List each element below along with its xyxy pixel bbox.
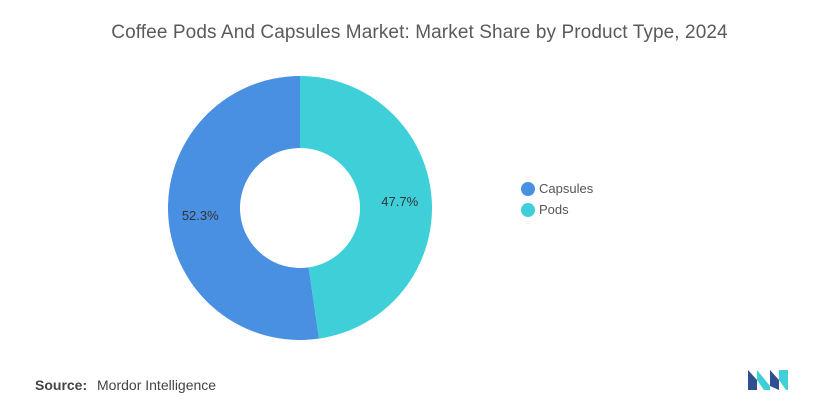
legend-swatch-pods: [521, 202, 535, 217]
legend-item-pods[interactable]: Pods: [521, 199, 593, 220]
slice-pods[interactable]: [300, 76, 433, 339]
source-label: Source:: [35, 377, 88, 393]
source-value: Mordor Intelligence: [97, 377, 217, 393]
legend-swatch-capsules: [521, 181, 535, 196]
legend-label-pods: Pods: [539, 202, 569, 217]
source-note: Source: Mordor Intelligence: [35, 377, 216, 393]
data-label-capsules: 52.3%: [182, 208, 219, 223]
chart-legend: Capsules Pods: [521, 178, 593, 220]
donut-chart: 52.3% 47.7%: [168, 76, 433, 340]
chart-title: Coffee Pods And Capsules Market: Market …: [111, 22, 728, 43]
legend-label-capsules: Capsules: [539, 181, 594, 196]
data-label-pods: 47.7%: [381, 194, 418, 209]
mordor-intelligence-logo-icon: [748, 370, 788, 390]
slice-capsules[interactable]: [168, 76, 320, 340]
legend-item-capsules[interactable]: Capsules: [521, 178, 593, 199]
